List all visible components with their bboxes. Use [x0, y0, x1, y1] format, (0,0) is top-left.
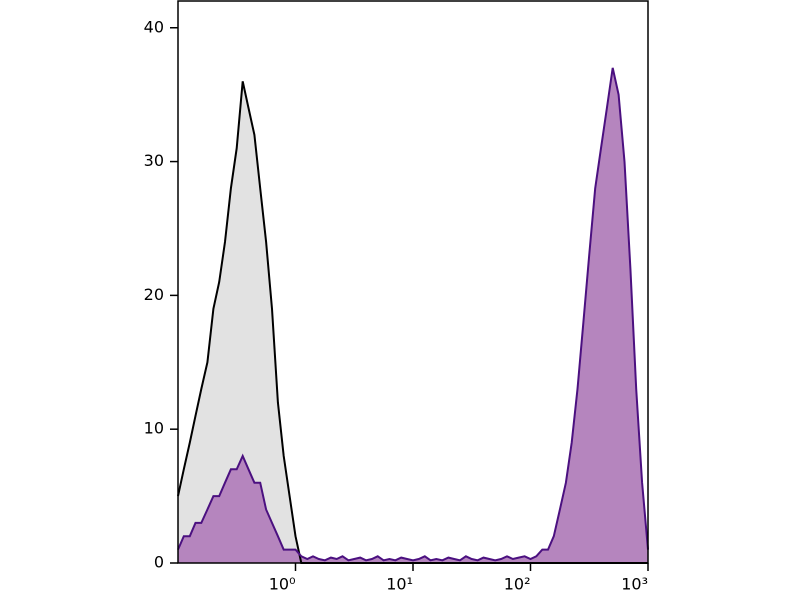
x-tick-label: 10⁰ [269, 575, 296, 594]
y-tick-label: 20 [144, 285, 164, 304]
y-tick-label: 0 [154, 553, 164, 572]
x-tick-label: 10¹ [386, 575, 413, 594]
y-tick-label: 10 [144, 419, 164, 438]
histogram-line [177, 67, 649, 562]
x-tick-label: 10³ [621, 575, 648, 594]
y-tick-label: 30 [144, 151, 164, 170]
x-tick-label: 10² [504, 575, 531, 594]
y-tick-label: 40 [144, 17, 164, 36]
area-fill [178, 67, 648, 564]
